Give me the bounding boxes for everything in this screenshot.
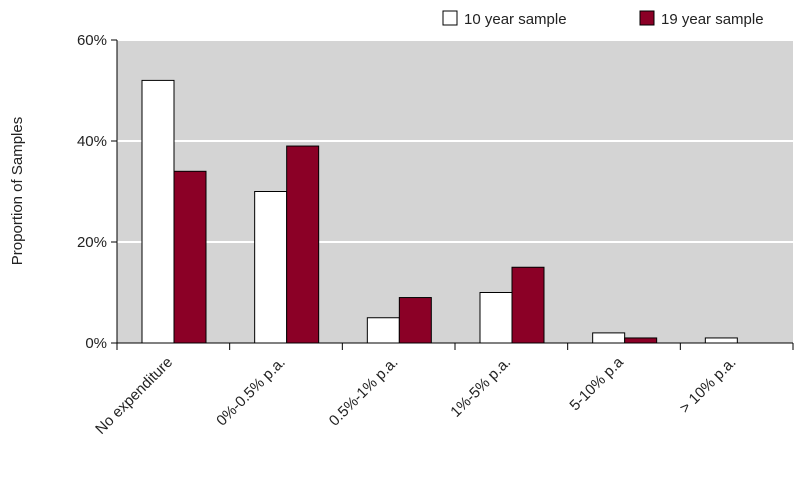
x-category-labels: No expenditure 0%-0.5% p.a. 0.5%-1% p.a. 1%… (92, 343, 794, 438)
y-tick-label: 40% (77, 133, 107, 150)
y-tick-label: 20% (77, 234, 107, 251)
y-axis-title: Proportion of Samples (9, 117, 26, 265)
legend-label-10yr: 10 year sample (464, 11, 567, 28)
y-tick-label: 60% (77, 32, 107, 49)
y-tick-label: 0% (85, 335, 107, 352)
x-category-label: 0%-0.5% p.a. (213, 354, 289, 430)
bar-10yr-5 (704, 337, 738, 344)
bar-10yr-1 (254, 191, 288, 344)
bar-10yr-0 (141, 79, 175, 344)
legend-swatch-19yr (639, 10, 655, 26)
x-category-label: 5-10% p.a (566, 353, 627, 414)
x-category-label: > 10% p.a. (676, 354, 739, 417)
bar-10yr-2 (366, 317, 400, 344)
gridlines (117, 39, 793, 243)
x-category-label: 1%-5% p.a. (447, 354, 514, 421)
bar-19yr-1 (286, 145, 320, 344)
legend: 10 year sample 19 year sample (442, 10, 764, 28)
y-tick-labels: 0% 20% 40% 60% (77, 32, 117, 352)
bar-10yr-4 (592, 332, 626, 344)
bar-19yr-3 (511, 266, 545, 344)
bars-group (141, 79, 738, 344)
legend-swatch-10yr (442, 10, 458, 26)
bar-19yr-0 (173, 170, 207, 344)
bar-19yr-4 (624, 337, 658, 344)
x-category-label: No expenditure (92, 354, 176, 438)
plot-area (117, 40, 793, 343)
legend-label-19yr: 19 year sample (661, 11, 764, 28)
x-category-label: 0.5%-1% p.a. (326, 354, 402, 430)
bar-10yr-3 (479, 292, 513, 344)
bar-19yr-2 (398, 297, 432, 344)
